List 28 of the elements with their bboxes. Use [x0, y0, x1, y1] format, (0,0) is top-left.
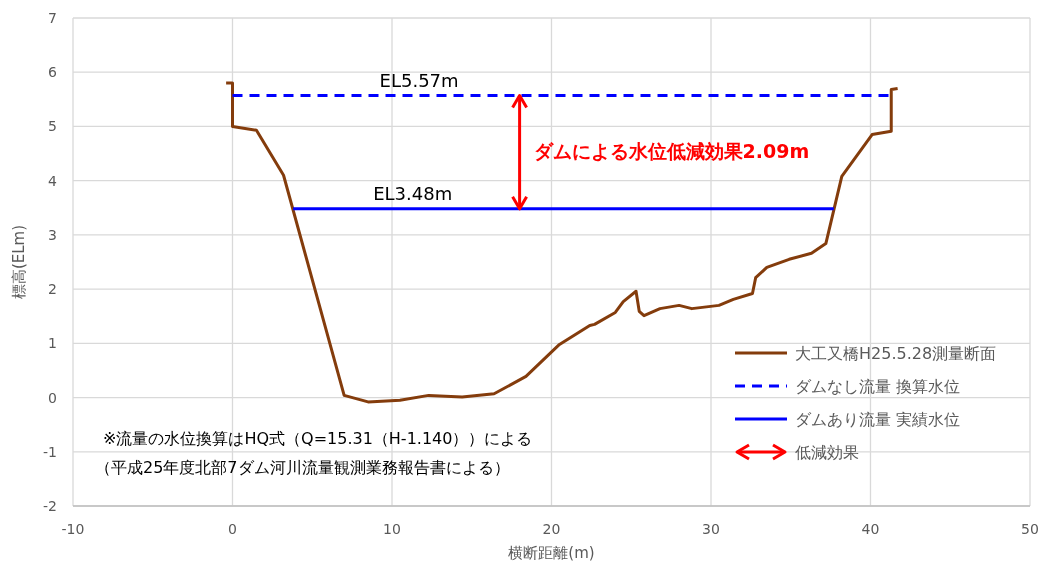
annotation: EL5.57m	[379, 69, 459, 91]
x-tick-label: 20	[542, 521, 561, 537]
legend-label: 大工又橋H25.5.28測量断面	[795, 344, 997, 363]
y-tick-label: 7	[48, 10, 57, 26]
legend-label: ダムなし流量 換算水位	[795, 377, 961, 396]
y-tick-label: 0	[48, 389, 57, 406]
x-tick-label: 40	[861, 521, 880, 537]
legend-label: ダムあり流量 実績水位	[795, 410, 961, 429]
x-tick-label: 50	[1021, 521, 1039, 537]
x-tick-label: 30	[702, 521, 720, 537]
annotation: ※流量の水位換算はHQ式（Q=15.31（H-1.140））による	[103, 429, 533, 448]
y-tick-label: 6	[48, 64, 58, 81]
y-tick-label: 1	[48, 335, 57, 352]
y-tick-label: -2	[43, 498, 57, 514]
y-tick-label: 4	[48, 172, 58, 189]
x-tick-label: 10	[383, 521, 401, 537]
y-tick-label: 3	[48, 226, 57, 243]
annotation: （平成25年度北部7ダム河川流量観測業務報告書による）	[95, 458, 510, 477]
x-tick-label: 0	[228, 521, 237, 537]
y-tick-label: -1	[43, 443, 57, 460]
y-tick-label: 5	[48, 118, 57, 135]
x-tick-label: -10	[61, 521, 85, 537]
y-axis-title: 標高(ELm)	[10, 224, 28, 300]
legend-label: 低減効果	[795, 443, 859, 462]
y-tick-label: 2	[48, 281, 57, 298]
annotation: EL3.48m	[373, 182, 453, 204]
x-axis-title: 横断距離(m)	[508, 544, 595, 562]
annotation: ダムによる水位低減効果2.09m	[533, 140, 810, 163]
